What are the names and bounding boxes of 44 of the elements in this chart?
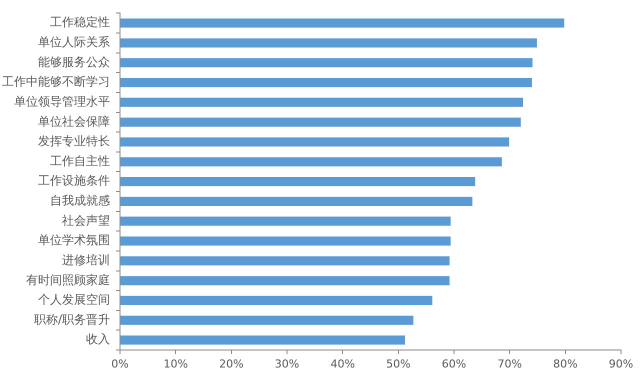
y-tick-label: 进修培训	[62, 252, 110, 267]
bar	[120, 157, 502, 166]
y-tick-label: 单位学术氛围	[38, 233, 110, 248]
bar	[120, 78, 532, 88]
y-tick-label: 单位社会保障	[38, 114, 110, 128]
x-tick-label: 60%	[442, 357, 466, 370]
x-tick-label: 20%	[219, 357, 244, 370]
bar	[120, 256, 450, 266]
bar	[120, 18, 564, 28]
x-tick-label: 0%	[111, 357, 129, 370]
x-tick-label: 30%	[274, 357, 300, 370]
x-tick-label: 50%	[386, 357, 411, 370]
y-tick-label: 工作中能够不断学习	[2, 74, 110, 89]
y-tick-label: 收入	[86, 332, 110, 346]
bar	[120, 316, 414, 325]
y-tick-label: 社会声望	[62, 213, 110, 228]
y-tick-label: 职称/职务晋升	[34, 312, 110, 326]
bar	[120, 137, 510, 147]
bar	[120, 38, 537, 48]
y-tick-label: 单位人际关系	[38, 35, 110, 50]
bar	[120, 336, 406, 345]
x-tick-label: 10%	[163, 357, 188, 370]
bar	[120, 216, 451, 226]
y-tick-label: 工作稳定性	[50, 15, 110, 30]
bar	[120, 58, 532, 68]
x-tick-label: 70%	[497, 357, 522, 370]
bar	[120, 118, 521, 127]
bar	[120, 276, 450, 286]
y-tick-label: 工作设施条件	[38, 174, 110, 188]
bar	[120, 98, 524, 107]
y-tick-label: 单位领导管理水平	[14, 94, 110, 108]
y-tick-label: 能够服务公众	[38, 54, 110, 69]
x-tick-label: 80%	[553, 357, 578, 370]
bar	[120, 296, 432, 306]
bar	[120, 236, 451, 246]
x-tick-label: 90%	[608, 357, 634, 370]
x-tick-label: 40%	[330, 357, 355, 370]
y-tick-label: 发挥专业特长	[38, 134, 110, 148]
bar	[120, 177, 476, 186]
bar	[120, 196, 472, 206]
y-tick-label: 工作自主性	[50, 154, 110, 168]
y-tick-label: 个人发展空间	[38, 292, 110, 307]
y-tick-label: 有时间照顾家庭	[26, 272, 110, 287]
y-tick-label: 自我成就感	[50, 194, 110, 208]
